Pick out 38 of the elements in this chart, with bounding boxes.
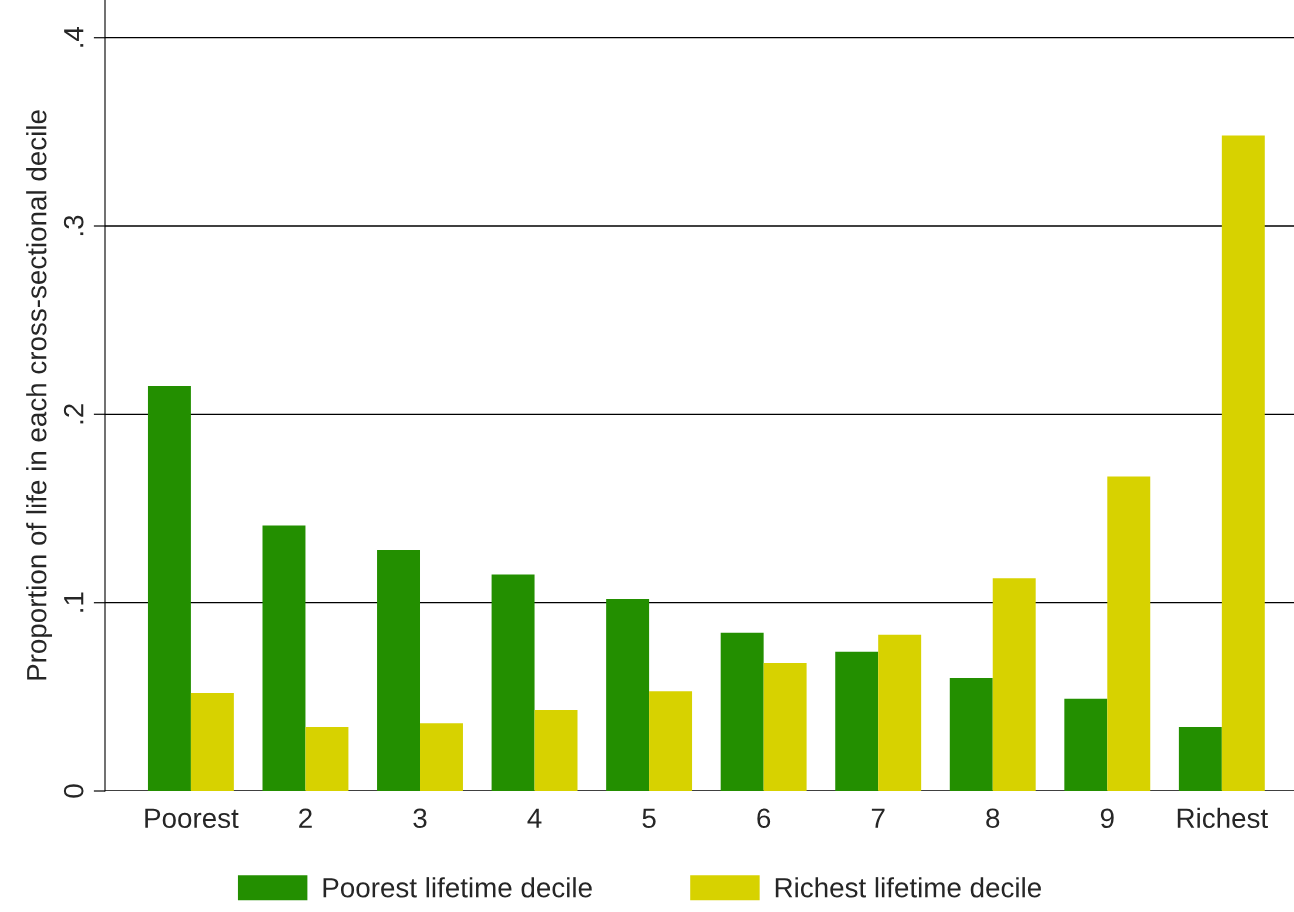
bar bbox=[420, 723, 463, 791]
y-tick-label: .4 bbox=[64, 26, 84, 47]
bar bbox=[606, 598, 650, 791]
bar bbox=[878, 634, 922, 791]
y-axis-title: Proportion of life in each cross-sectional decile bbox=[26, 110, 53, 680]
x-tick-label: 8 bbox=[986, 808, 1000, 829]
bar bbox=[1107, 476, 1151, 791]
bar bbox=[377, 549, 420, 791]
bar bbox=[491, 574, 535, 791]
y-tick-label: .1 bbox=[64, 592, 84, 612]
x-tick-label: 3 bbox=[413, 808, 427, 829]
y-tick-label: 0 bbox=[63, 784, 84, 798]
bar bbox=[534, 710, 578, 791]
bar bbox=[763, 662, 807, 791]
bar bbox=[1178, 726, 1222, 791]
bar bbox=[190, 693, 234, 791]
bar bbox=[649, 691, 693, 791]
x-tick-label: 6 bbox=[757, 808, 771, 829]
bar bbox=[992, 578, 1036, 791]
x-tick-label: 9 bbox=[1100, 808, 1114, 829]
x-tick-label: 5 bbox=[642, 808, 656, 829]
y-tick-label: .2 bbox=[63, 404, 84, 424]
bar bbox=[1221, 135, 1265, 791]
y-tick-label: .3 bbox=[63, 215, 84, 236]
legend-label: Richest lifetime decile bbox=[775, 877, 1041, 898]
bar bbox=[147, 386, 191, 791]
x-tick-label: 7 bbox=[871, 808, 885, 828]
bar bbox=[949, 678, 993, 791]
x-tick-label: 2 bbox=[299, 808, 312, 828]
bar bbox=[720, 632, 764, 791]
x-tick-label: Poorest bbox=[145, 808, 239, 829]
bar bbox=[262, 525, 306, 791]
bar bbox=[305, 726, 349, 791]
x-tick-label: Richest bbox=[1177, 807, 1268, 829]
legend-label: Poorest lifetime decile bbox=[323, 877, 592, 898]
bar bbox=[835, 651, 879, 791]
x-tick-label: 4 bbox=[527, 808, 542, 828]
bar bbox=[1064, 698, 1108, 791]
